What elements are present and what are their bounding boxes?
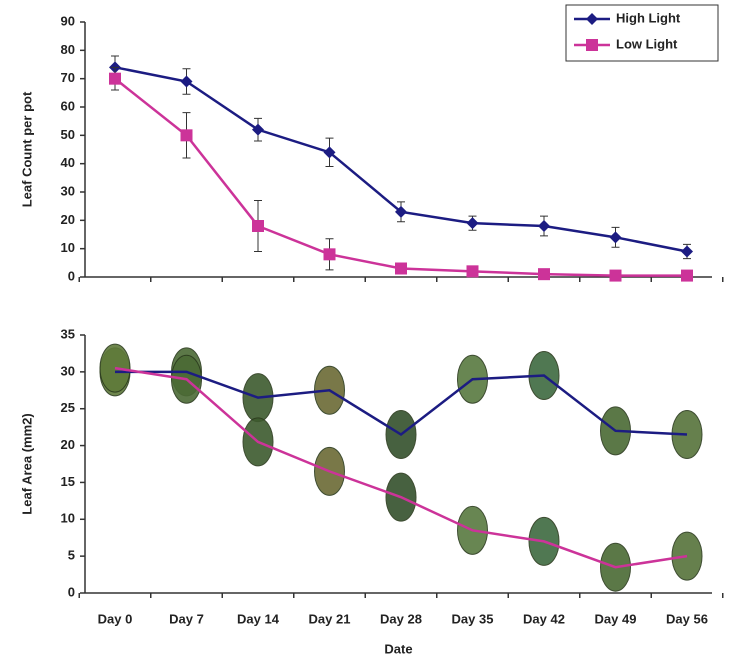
x-tick-label: Day 7 [169, 611, 204, 626]
marker [252, 220, 264, 232]
y-tick-label: 80 [61, 42, 75, 57]
marker [323, 248, 336, 261]
y-tick-label: 35 [61, 326, 75, 341]
y-tick-label: 30 [61, 363, 75, 378]
y-tick-label: 10 [61, 240, 75, 255]
x-tick-label: Day 49 [595, 611, 637, 626]
x-axis-label: Date [384, 641, 412, 656]
series-line [114, 366, 688, 569]
legend-label: High Light [616, 10, 681, 25]
y-tick-label: 0 [68, 268, 75, 283]
marker [109, 72, 121, 85]
marker [466, 265, 479, 278]
marker [323, 146, 336, 159]
x-tick-label: Day 14 [237, 611, 280, 626]
marker [252, 123, 264, 136]
series-line [115, 370, 688, 437]
legend-marker [586, 13, 598, 25]
y-tick-label: 40 [61, 155, 75, 170]
marker [538, 268, 550, 281]
y-tick-label: 60 [61, 98, 75, 113]
marker [466, 217, 479, 230]
x-tick-label: Day 56 [666, 611, 708, 626]
marker [681, 245, 693, 258]
marker [180, 129, 193, 142]
marker [609, 269, 622, 282]
y-tick-label: 50 [61, 127, 75, 142]
y-tick-label: 20 [61, 437, 75, 452]
y-tick-label: 30 [61, 183, 75, 198]
marker [395, 262, 407, 275]
y-axis-label: Leaf Area (mm2) [19, 413, 34, 514]
series-line [114, 66, 688, 253]
y-tick-label: 20 [61, 212, 75, 227]
series-line [114, 77, 687, 277]
marker [395, 205, 407, 218]
marker [180, 75, 193, 88]
y-tick-label: 0 [68, 584, 75, 599]
x-tick-label: Day 35 [452, 611, 494, 626]
marker [681, 269, 693, 282]
y-tick-label: 5 [68, 548, 75, 563]
x-tick-label: Day 0 [98, 611, 133, 626]
y-tick-label: 15 [61, 474, 75, 489]
x-tick-label: Day 42 [523, 611, 565, 626]
marker [609, 231, 622, 244]
y-tick-label: 10 [61, 511, 75, 526]
y-tick-label: 70 [61, 70, 75, 85]
x-tick-label: Day 28 [380, 611, 422, 626]
y-axis-label: Leaf Count per pot [19, 91, 34, 207]
y-tick-label: 25 [61, 400, 75, 415]
legend-marker [586, 39, 598, 51]
y-tick-label: 90 [61, 13, 75, 28]
legend-label: Low Light [616, 36, 678, 51]
x-tick-label: Day 21 [309, 611, 351, 626]
marker [538, 220, 550, 232]
